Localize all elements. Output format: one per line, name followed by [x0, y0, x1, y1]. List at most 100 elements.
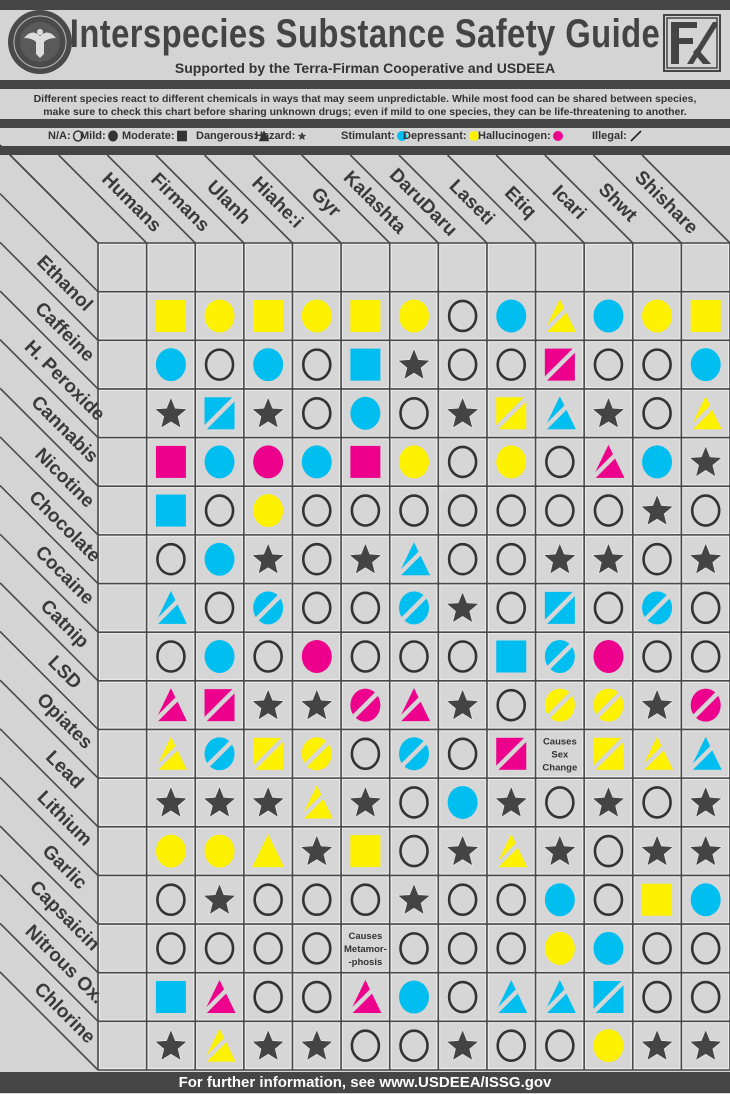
table-cell	[545, 786, 575, 819]
table-cell	[394, 539, 434, 579]
table-cell	[204, 445, 235, 479]
illegal-slash-icon	[151, 734, 191, 774]
hazard-star-icon	[296, 130, 309, 142]
table-cell	[199, 734, 240, 774]
table-cell	[540, 588, 580, 628]
table-cell	[350, 737, 381, 771]
table-cell	[154, 1028, 188, 1062]
cell-note: -phosis	[348, 957, 382, 968]
table-cell	[297, 734, 337, 774]
legend-label: N/A:	[48, 130, 71, 142]
na-circle-icon	[593, 834, 624, 868]
table-cell	[248, 588, 288, 628]
table-cell	[199, 393, 240, 433]
table-cell	[447, 980, 478, 1014]
table-cell	[690, 494, 721, 527]
na-circle-icon	[496, 688, 527, 722]
table-cell	[156, 932, 186, 965]
table-cell	[640, 493, 674, 526]
na-circle-icon	[301, 396, 332, 430]
na-circle-icon	[545, 445, 575, 479]
table-cell	[491, 831, 531, 871]
na-circle-icon	[496, 883, 527, 917]
table-cell	[297, 782, 337, 823]
table-cell	[301, 494, 332, 527]
table-cell	[399, 834, 429, 868]
na-circle-icon	[496, 542, 527, 576]
table-cell	[445, 688, 480, 721]
na-circle-icon	[690, 640, 721, 673]
na-circle-icon	[399, 1029, 429, 1062]
na-circle-icon	[156, 640, 186, 673]
table-cell	[151, 734, 191, 774]
hazard-star-icon	[397, 882, 431, 916]
table-cell	[251, 688, 286, 721]
legend-item-hazard: Hazard:	[255, 130, 309, 142]
mild-circle-icon	[204, 640, 235, 673]
table-cell	[350, 299, 381, 332]
mild-circle-icon	[204, 542, 235, 576]
table-cell	[253, 883, 283, 917]
legend-label: Depressant:	[403, 130, 467, 142]
table-cell	[253, 932, 283, 965]
table-cell	[350, 883, 381, 917]
table-cell	[399, 494, 429, 527]
na-circle-icon	[301, 980, 332, 1014]
illegal-slash-icon	[199, 977, 240, 1017]
na-circle-icon	[642, 542, 672, 576]
table-cell	[588, 977, 629, 1017]
table-cell	[301, 640, 332, 673]
na-circle-icon	[447, 542, 478, 576]
table-cell	[637, 588, 677, 628]
table-cell	[154, 396, 188, 429]
table-cell	[545, 1029, 575, 1062]
mild-circle-icon	[253, 445, 284, 479]
hazard-star-icon	[445, 591, 480, 624]
table-cell	[496, 688, 527, 722]
table-cell	[496, 494, 527, 527]
table-cell	[544, 883, 575, 917]
table-cell	[642, 396, 672, 430]
hazard-star-icon	[251, 1028, 286, 1062]
table-cell	[394, 588, 434, 628]
na-circle-icon	[399, 932, 429, 965]
na-circle-icon	[690, 591, 721, 625]
table-cell	[253, 445, 284, 479]
cell-note: Causes	[543, 736, 577, 747]
mild-circle-icon	[155, 348, 186, 382]
moderate-square-icon	[350, 299, 381, 332]
table-cell	[350, 640, 381, 673]
moderate-square-icon	[155, 299, 186, 332]
na-circle-icon	[642, 932, 672, 965]
illegal-slash-icon	[540, 636, 580, 677]
na-circle-icon	[447, 932, 478, 965]
hazard-star-icon	[299, 834, 334, 867]
table-cell	[447, 640, 478, 673]
table-cell	[399, 786, 429, 819]
table-cell	[299, 688, 334, 721]
table-cell	[445, 591, 480, 624]
table-cell	[447, 494, 478, 527]
na-circle-icon	[204, 494, 235, 527]
color-dot-icon	[552, 131, 563, 142]
mild-circle-icon	[593, 640, 624, 673]
table-cell	[399, 980, 429, 1014]
illegal-slash-icon	[491, 977, 531, 1017]
table-cell	[690, 640, 721, 673]
table-cell	[155, 445, 186, 478]
table-cell	[202, 882, 237, 916]
mild-circle-icon	[593, 299, 624, 333]
hazard-star-icon	[299, 1028, 334, 1062]
illegal-slash-icon	[686, 393, 726, 433]
na-circle-icon	[253, 640, 283, 673]
na-circle-icon	[496, 494, 527, 527]
illegal-slash-icon	[540, 588, 580, 628]
footer: For further information, see www.USDEEA/…	[0, 1072, 730, 1093]
na-circle-icon	[350, 1029, 381, 1062]
hazard-star-icon	[397, 347, 431, 381]
na-circle-icon	[447, 980, 478, 1014]
hazard-star-icon	[591, 785, 626, 818]
filled-circle-icon	[107, 130, 118, 142]
na-circle-icon	[399, 834, 429, 868]
mild-circle-icon	[155, 834, 186, 868]
